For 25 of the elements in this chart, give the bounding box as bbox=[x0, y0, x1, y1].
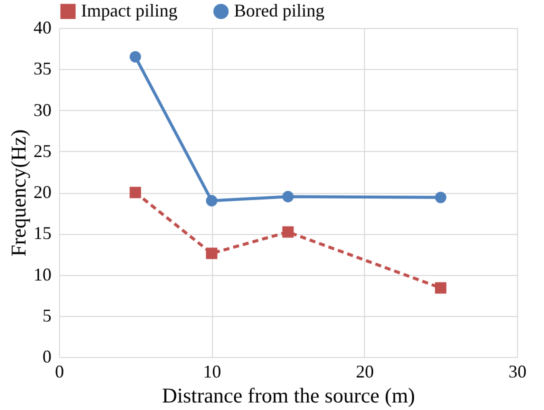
y-tick-label: 35 bbox=[34, 58, 52, 79]
y-tick-label: 30 bbox=[34, 100, 52, 120]
x-tick-label: 10 bbox=[203, 362, 222, 382]
point bbox=[130, 186, 142, 198]
point bbox=[130, 51, 142, 62]
x-tick-label: 30 bbox=[508, 362, 526, 382]
y-tick-label: 10 bbox=[34, 264, 52, 284]
point bbox=[206, 248, 218, 260]
x-axis-title: Distrance from the source (m) bbox=[162, 384, 416, 408]
y-tick-label: 0 bbox=[42, 346, 52, 366]
y-tick-label: 15 bbox=[34, 223, 52, 244]
y-tick-label: 25 bbox=[34, 140, 52, 161]
y-tick-label: 20 bbox=[34, 182, 52, 202]
x-tick-label: 0 bbox=[55, 362, 64, 382]
point bbox=[434, 282, 446, 294]
y-tick-label: 5 bbox=[42, 305, 52, 326]
point bbox=[206, 195, 218, 206]
x-tick-label: 20 bbox=[356, 362, 374, 382]
y-axis-title: Frequency(Hz) bbox=[6, 129, 30, 257]
point bbox=[282, 226, 294, 238]
point bbox=[282, 190, 294, 202]
legend-label: Impact piling bbox=[81, 0, 178, 20]
point bbox=[434, 192, 446, 204]
y-tick-label: 40 bbox=[34, 18, 52, 38]
legend-label: Bored piling bbox=[234, 0, 324, 20]
